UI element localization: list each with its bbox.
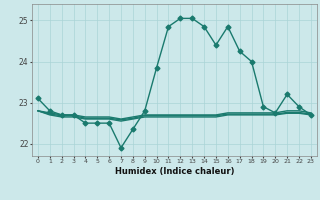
X-axis label: Humidex (Indice chaleur): Humidex (Indice chaleur) [115, 167, 234, 176]
